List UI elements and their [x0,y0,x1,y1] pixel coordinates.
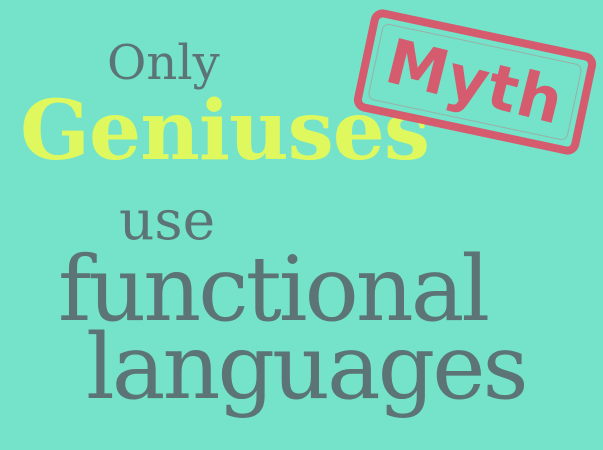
line-functional: functional [58,237,490,342]
line-only: Only [107,35,220,91]
line-use: use [119,188,216,252]
line-languages: languages [86,315,529,420]
